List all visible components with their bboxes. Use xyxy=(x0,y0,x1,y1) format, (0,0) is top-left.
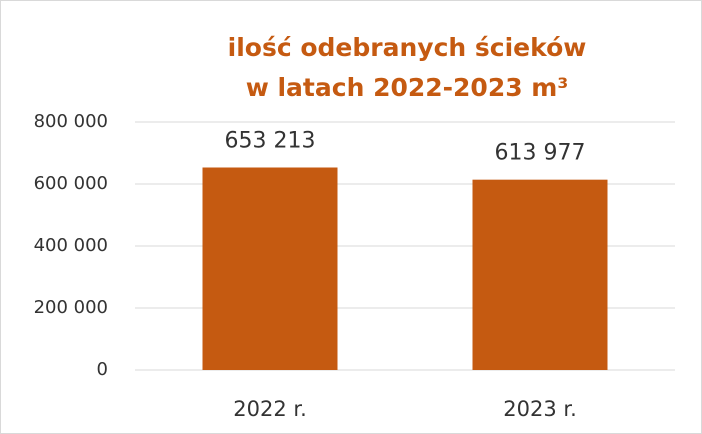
data-label: 653 213 xyxy=(225,129,316,154)
bar xyxy=(472,179,608,370)
chart-title: ilość odebranych ścieków xyxy=(228,33,587,62)
x-tick-label: 2023 r. xyxy=(503,397,577,421)
y-tick-label: 200 000 xyxy=(34,297,108,318)
x-tick-label: 2022 r. xyxy=(233,397,307,421)
y-tick-label: 400 000 xyxy=(34,235,108,256)
y-tick-label: 0 xyxy=(97,359,108,380)
bar xyxy=(202,167,338,370)
data-label: 613 977 xyxy=(495,141,586,166)
y-tick-label: 600 000 xyxy=(34,173,108,194)
chart-title: w latach 2022-2023 m³ xyxy=(246,73,569,102)
y-tick-label: 800 000 xyxy=(34,111,108,132)
